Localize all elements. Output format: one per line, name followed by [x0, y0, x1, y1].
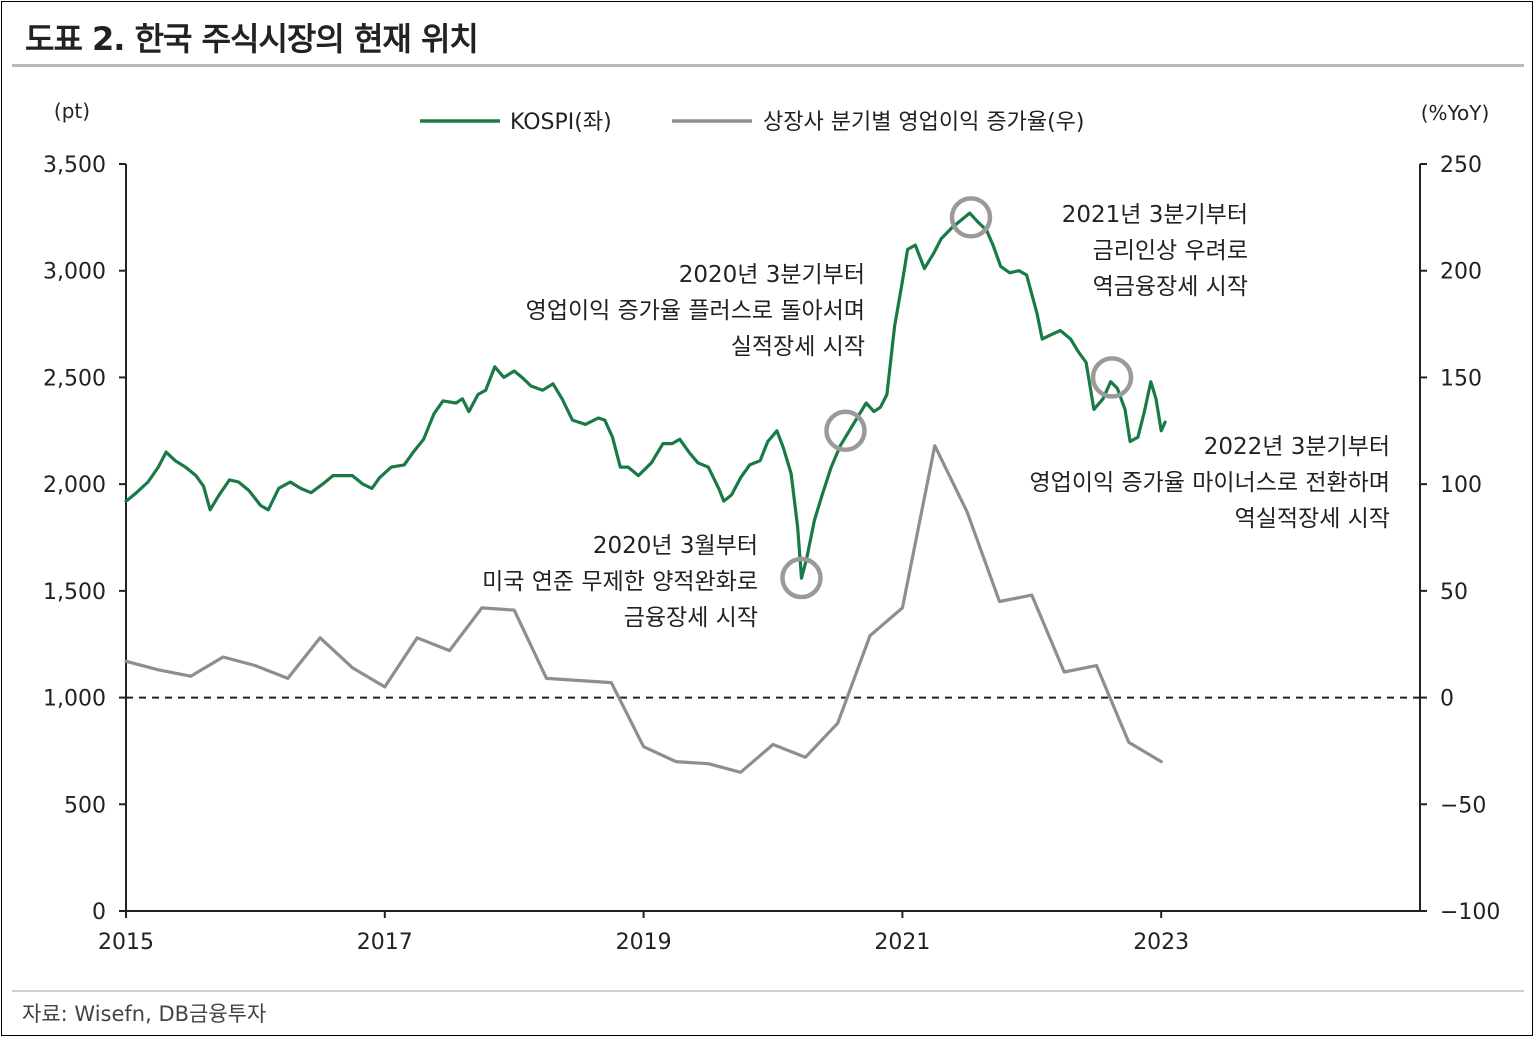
title-divider — [12, 64, 1524, 67]
right-tick-label: −50 — [1440, 793, 1486, 818]
legend: KOSPI(좌) 상장사 분기별 영업이익 증가율(우) — [420, 110, 1085, 135]
x-tick-label: 2023 — [1133, 930, 1189, 955]
annotation-text-line: 금리인상 우려로 — [1093, 238, 1248, 264]
annotation-circle — [824, 409, 867, 453]
source-divider — [12, 990, 1524, 992]
annotation-text-line: 영업이익 증가율 플러스로 돌아서며 — [526, 298, 865, 324]
annotation-text-line: 영업이익 증가율 마이너스로 전환하며 — [1030, 470, 1391, 496]
right-tick-label: 200 — [1440, 260, 1482, 285]
annotation-text-line: 실적장세 시작 — [731, 334, 865, 360]
annotation-text-line: 2021년 3분기부터 — [1062, 202, 1248, 228]
left-tick-label: 1,500 — [43, 580, 106, 605]
right-tick-label: −100 — [1440, 900, 1500, 925]
annotation-circle — [1090, 356, 1134, 399]
right-tick-label: 0 — [1440, 687, 1454, 712]
left-tick-label: 500 — [64, 793, 106, 818]
axes: 05001,0001,5002,0002,5003,0003,500−100−5… — [43, 99, 1500, 955]
annotation-circle — [780, 556, 823, 600]
annotation-text-line: 2022년 3분기부터 — [1204, 434, 1390, 460]
figure-title: 도표 2. 한국 주식시장의 현재 위치 — [25, 20, 479, 58]
legend-label-kospi: KOSPI(좌) — [510, 110, 612, 135]
series-layer — [124, 211, 1167, 774]
right-tick-label: 100 — [1440, 473, 1482, 498]
annotation-text-line: 역금융장세 시작 — [1093, 274, 1248, 300]
left-tick-label: 2,500 — [43, 366, 106, 391]
legend-label-earnings: 상장사 분기별 영업이익 증가율(우) — [763, 110, 1085, 135]
right-tick-label: 250 — [1440, 153, 1482, 178]
kospi-line — [124, 211, 1167, 580]
left-tick-label: 0 — [92, 900, 106, 925]
right-tick-label: 150 — [1440, 366, 1482, 391]
x-tick-label: 2019 — [616, 930, 672, 955]
annotation-text-line: 금융장세 시작 — [624, 605, 758, 631]
earnings-growth-line — [124, 444, 1163, 774]
annotation-text-line: 역실적장세 시작 — [1235, 506, 1390, 532]
x-tick-label: 2015 — [98, 930, 154, 955]
source-note: 자료: Wisefn, DB금융투자 — [22, 1002, 267, 1026]
annotation-text-line: 미국 연준 무제한 양적완화로 — [482, 569, 758, 595]
left-tick-label: 3,000 — [43, 260, 106, 285]
annotation-text-line: 2020년 3월부터 — [593, 533, 758, 559]
right-axis-unit: (%YoY) — [1421, 101, 1490, 125]
left-tick-label: 2,000 — [43, 473, 106, 498]
x-tick-label: 2021 — [874, 930, 930, 955]
annotation-circle — [949, 196, 993, 239]
left-tick-label: 1,000 — [43, 687, 106, 712]
right-tick-label: 50 — [1440, 580, 1468, 605]
x-tick-label: 2017 — [357, 930, 413, 955]
annotation-text-line: 2020년 3분기부터 — [679, 262, 865, 288]
left-axis-unit: (pt) — [54, 99, 90, 123]
left-tick-label: 3,500 — [43, 153, 106, 178]
